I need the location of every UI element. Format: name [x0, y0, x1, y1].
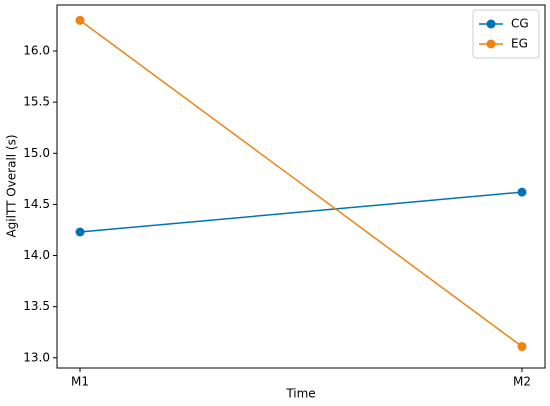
data-point [75, 15, 85, 25]
y-tick-label: 16.0 [23, 44, 50, 58]
plot-frame [56, 4, 546, 369]
y-tick-label: 14.5 [23, 197, 50, 211]
y-axis-label: AgilTT Overall (s) [5, 134, 19, 237]
data-point [517, 342, 527, 352]
legend-box [472, 9, 540, 59]
data-point [75, 227, 85, 237]
legend-marker [486, 19, 496, 29]
x-tick-label: M2 [513, 375, 531, 389]
y-tick-label: 13.5 [23, 299, 50, 313]
y-tick-label: 15.0 [23, 146, 50, 160]
series-line [79, 19, 523, 348]
x-axis-label: Time [285, 387, 315, 401]
legend-label: CG [511, 17, 529, 31]
legend-marker [486, 39, 496, 49]
legend-label: EG [511, 37, 528, 51]
x-tick-label: M1 [71, 375, 89, 389]
y-tick-label: 15.5 [23, 95, 50, 109]
y-tick-label: 13.0 [23, 350, 50, 364]
y-tick-label: 14.0 [23, 248, 50, 262]
series-line [79, 191, 523, 233]
data-point [517, 187, 527, 197]
